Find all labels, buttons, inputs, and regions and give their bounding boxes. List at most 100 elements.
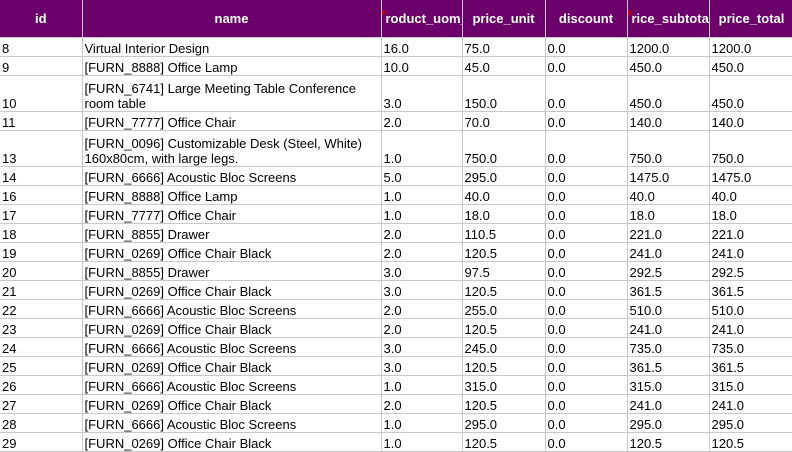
- cell-id[interactable]: 20: [0, 261, 83, 281]
- cell-price-subtotal[interactable]: 1200.0: [627, 37, 710, 57]
- cell-price-total[interactable]: 18.0: [709, 204, 792, 224]
- cell-id[interactable]: 25: [0, 356, 83, 376]
- cell-price-total[interactable]: 315.0: [709, 375, 792, 395]
- cell-discount[interactable]: 0.0: [545, 413, 628, 433]
- cell-price-unit[interactable]: 295.0: [462, 166, 546, 186]
- cell-price-unit[interactable]: 40.0: [462, 185, 546, 205]
- cell-product-uom-qty[interactable]: 3.0: [381, 356, 463, 376]
- cell-price-unit[interactable]: 295.0: [462, 413, 546, 433]
- header-cell-discount[interactable]: discount: [545, 0, 628, 38]
- cell-product-uom-qty[interactable]: 1.0: [381, 185, 463, 205]
- cell-name[interactable]: [FURN_0269] Office Chair Black: [82, 242, 382, 262]
- cell-price-subtotal[interactable]: 315.0: [627, 375, 710, 395]
- cell-name[interactable]: [FURN_8888] Office Lamp: [82, 56, 382, 76]
- cell-product-uom-qty[interactable]: 3.0: [381, 75, 463, 112]
- cell-price-total[interactable]: 510.0: [709, 299, 792, 319]
- cell-product-uom-qty[interactable]: 10.0: [381, 56, 463, 76]
- cell-discount[interactable]: 0.0: [545, 299, 628, 319]
- cell-price-total[interactable]: 241.0: [709, 318, 792, 338]
- cell-id[interactable]: 10: [0, 75, 83, 112]
- cell-name[interactable]: [FURN_6666] Acoustic Bloc Screens: [82, 337, 382, 357]
- cell-price-unit[interactable]: 315.0: [462, 375, 546, 395]
- cell-price-subtotal[interactable]: 120.5: [627, 432, 710, 452]
- cell-id[interactable]: 21: [0, 280, 83, 300]
- cell-name[interactable]: [FURN_8855] Drawer: [82, 223, 382, 243]
- cell-id[interactable]: 11: [0, 111, 83, 131]
- cell-name[interactable]: [FURN_6666] Acoustic Bloc Screens: [82, 375, 382, 395]
- cell-price-total[interactable]: 120.5: [709, 432, 792, 452]
- cell-price-total[interactable]: 292.5: [709, 261, 792, 281]
- cell-name[interactable]: [FURN_8888] Office Lamp: [82, 185, 382, 205]
- cell-price-unit[interactable]: 70.0: [462, 111, 546, 131]
- cell-price-unit[interactable]: 18.0: [462, 204, 546, 224]
- cell-product-uom-qty[interactable]: 2.0: [381, 223, 463, 243]
- cell-discount[interactable]: 0.0: [545, 37, 628, 57]
- cell-price-subtotal[interactable]: 450.0: [627, 75, 710, 112]
- cell-product-uom-qty[interactable]: 3.0: [381, 280, 463, 300]
- cell-discount[interactable]: 0.0: [545, 166, 628, 186]
- cell-product-uom-qty[interactable]: 2.0: [381, 299, 463, 319]
- cell-price-unit[interactable]: 45.0: [462, 56, 546, 76]
- cell-price-subtotal[interactable]: 18.0: [627, 204, 710, 224]
- cell-price-total[interactable]: 1200.0: [709, 37, 792, 57]
- cell-price-unit[interactable]: 150.0: [462, 75, 546, 112]
- header-cell-price-unit[interactable]: price_unit: [462, 0, 546, 38]
- cell-price-total[interactable]: 221.0: [709, 223, 792, 243]
- cell-id[interactable]: 8: [0, 37, 83, 57]
- cell-id[interactable]: 26: [0, 375, 83, 395]
- cell-name[interactable]: [FURN_7777] Office Chair: [82, 204, 382, 224]
- cell-id[interactable]: 9: [0, 56, 83, 76]
- cell-discount[interactable]: 0.0: [545, 337, 628, 357]
- cell-id[interactable]: 22: [0, 299, 83, 319]
- cell-product-uom-qty[interactable]: 1.0: [381, 432, 463, 452]
- header-cell-price-total[interactable]: price_total: [709, 0, 792, 38]
- cell-price-total[interactable]: 1475.0: [709, 166, 792, 186]
- cell-product-uom-qty[interactable]: 2.0: [381, 394, 463, 414]
- cell-discount[interactable]: 0.0: [545, 394, 628, 414]
- cell-id[interactable]: 14: [0, 166, 83, 186]
- cell-id[interactable]: 23: [0, 318, 83, 338]
- cell-discount[interactable]: 0.0: [545, 432, 628, 452]
- cell-price-subtotal[interactable]: 241.0: [627, 242, 710, 262]
- cell-id[interactable]: 29: [0, 432, 83, 452]
- cell-discount[interactable]: 0.0: [545, 280, 628, 300]
- cell-id[interactable]: 17: [0, 204, 83, 224]
- header-cell-product-uom-qty[interactable]: roduct_uom_q: [381, 0, 463, 38]
- cell-product-uom-qty[interactable]: 5.0: [381, 166, 463, 186]
- cell-name[interactable]: [FURN_6741] Large Meeting Table Conferen…: [82, 75, 382, 112]
- cell-id[interactable]: 27: [0, 394, 83, 414]
- cell-id[interactable]: 16: [0, 185, 83, 205]
- cell-product-uom-qty[interactable]: 2.0: [381, 242, 463, 262]
- cell-price-total[interactable]: 140.0: [709, 111, 792, 131]
- cell-price-total[interactable]: 450.0: [709, 56, 792, 76]
- header-cell-name[interactable]: name: [82, 0, 382, 38]
- cell-price-total[interactable]: 450.0: [709, 75, 792, 112]
- cell-discount[interactable]: 0.0: [545, 56, 628, 76]
- cell-price-unit[interactable]: 120.5: [462, 242, 546, 262]
- cell-discount[interactable]: 0.0: [545, 223, 628, 243]
- cell-price-total[interactable]: 295.0: [709, 413, 792, 433]
- cell-price-subtotal[interactable]: 735.0: [627, 337, 710, 357]
- cell-price-total[interactable]: 40.0: [709, 185, 792, 205]
- cell-discount[interactable]: 0.0: [545, 185, 628, 205]
- cell-name[interactable]: [FURN_8855] Drawer: [82, 261, 382, 281]
- cell-product-uom-qty[interactable]: 3.0: [381, 261, 463, 281]
- cell-price-total[interactable]: 735.0: [709, 337, 792, 357]
- cell-product-uom-qty[interactable]: 1.0: [381, 413, 463, 433]
- cell-id[interactable]: 19: [0, 242, 83, 262]
- cell-price-unit[interactable]: 245.0: [462, 337, 546, 357]
- cell-price-subtotal[interactable]: 241.0: [627, 318, 710, 338]
- cell-discount[interactable]: 0.0: [545, 261, 628, 281]
- cell-name[interactable]: [FURN_0269] Office Chair Black: [82, 318, 382, 338]
- cell-discount[interactable]: 0.0: [545, 75, 628, 112]
- cell-price-subtotal[interactable]: 750.0: [627, 130, 710, 167]
- cell-discount[interactable]: 0.0: [545, 242, 628, 262]
- cell-id[interactable]: 13: [0, 130, 83, 167]
- cell-name[interactable]: [FURN_0269] Office Chair Black: [82, 432, 382, 452]
- cell-price-unit[interactable]: 120.5: [462, 356, 546, 376]
- cell-product-uom-qty[interactable]: 2.0: [381, 318, 463, 338]
- cell-name[interactable]: [FURN_6666] Acoustic Bloc Screens: [82, 166, 382, 186]
- cell-price-unit[interactable]: 750.0: [462, 130, 546, 167]
- cell-name[interactable]: [FURN_6666] Acoustic Bloc Screens: [82, 413, 382, 433]
- cell-id[interactable]: 28: [0, 413, 83, 433]
